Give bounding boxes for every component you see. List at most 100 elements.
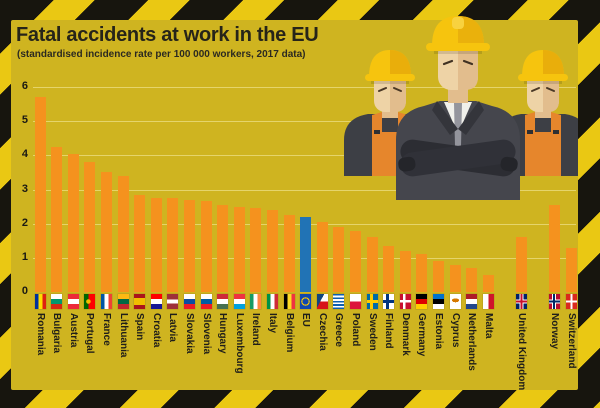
bar-hungary: [217, 204, 229, 292]
bar-portugal: [84, 162, 96, 292]
country-label: Czechia: [316, 313, 328, 351]
bar-lithuania: [117, 175, 129, 292]
flag-germany: [416, 294, 428, 309]
country-label: Portugal: [84, 313, 96, 354]
y-axis-tick: 4: [21, 148, 28, 161]
country-label: Norway: [549, 313, 561, 350]
country-label: EU: [300, 313, 312, 327]
flag-hungary: [217, 294, 229, 309]
bar-slovakia: [183, 199, 195, 292]
bar-romania: [34, 97, 46, 292]
bar-greece: [333, 227, 345, 292]
country-label: Poland: [349, 313, 361, 347]
flag-poland: [349, 294, 361, 309]
flag-netherlands: [466, 294, 478, 309]
country-label: Ireland: [250, 313, 262, 346]
country-label: Spain: [134, 313, 146, 341]
country-label: Sweden: [366, 313, 378, 351]
flag-czechia: [316, 294, 328, 309]
country-label: Denmark: [399, 313, 411, 356]
bar-germany: [416, 254, 428, 292]
country-label: Austria: [67, 313, 79, 348]
gridline-5: [33, 121, 576, 123]
bar-czechia: [316, 222, 328, 292]
flag-bulgaria: [51, 294, 63, 309]
bar-france: [100, 172, 112, 292]
country-label: Belgium: [283, 313, 295, 353]
country-label: Hungary: [217, 313, 229, 354]
construction-workers-illustration: [344, 16, 578, 200]
country-label: Finland: [383, 313, 395, 349]
country-label: Netherlands: [466, 313, 478, 371]
bar-croatia: [150, 198, 162, 292]
flag-lithuania: [117, 294, 129, 309]
flag-greece: [333, 294, 345, 309]
country-label: Malta: [482, 313, 494, 339]
bar-ireland: [250, 208, 262, 292]
bar-austria: [67, 153, 79, 292]
flag-malta: [482, 294, 494, 309]
bar-denmark: [399, 251, 411, 292]
country-label: Croatia: [150, 313, 162, 348]
country-label: France: [100, 313, 112, 346]
bar-switzerland: [565, 247, 577, 292]
country-label: United Kingdom: [515, 313, 527, 391]
flag-belgium: [283, 294, 295, 309]
flag-latvia: [167, 294, 179, 309]
gridline-3: [33, 189, 576, 191]
country-label: Slovenia: [200, 313, 212, 355]
flag-spain: [134, 294, 146, 309]
flag-slovakia: [183, 294, 195, 309]
bar-poland: [349, 230, 361, 292]
country-label: Bulgaria: [51, 313, 63, 354]
bar-italy: [266, 210, 278, 292]
country-label: Lithuania: [117, 313, 129, 358]
flag-united-kingdom: [515, 294, 527, 309]
gridline-4: [33, 155, 576, 157]
bar-eu: [300, 216, 312, 292]
bar-bulgaria: [51, 146, 63, 292]
flag-denmark: [399, 294, 411, 309]
country-label: Greece: [333, 313, 345, 347]
country-label: Italy: [266, 313, 278, 334]
flag-norway: [549, 294, 561, 309]
page-title: Fatal accidents at work in the EU: [16, 24, 319, 46]
bar-finland: [383, 245, 395, 292]
y-axis-tick: 1: [21, 250, 28, 263]
bar-belgium: [283, 215, 295, 292]
bar-luxembourg: [233, 206, 245, 292]
y-axis-tick: 6: [21, 80, 28, 92]
flag-eu: [300, 294, 312, 309]
bar-spain: [134, 194, 146, 292]
bar-sweden: [366, 237, 378, 292]
bar-cyprus: [449, 264, 461, 292]
bar-norway: [549, 204, 561, 292]
bar-latvia: [167, 198, 179, 292]
flag-romania: [34, 294, 46, 309]
worker-center: [396, 16, 520, 200]
country-label: Estonia: [432, 313, 444, 350]
bar-estonia: [432, 261, 444, 292]
flag-slovenia: [200, 294, 212, 309]
country-label: Luxembourg: [233, 313, 245, 374]
bar-slovenia: [200, 201, 212, 292]
y-axis-tick: 2: [21, 216, 28, 229]
y-axis-tick: 3: [21, 182, 28, 195]
country-label: Romania: [34, 313, 46, 356]
country-label: Switzerland: [565, 313, 577, 369]
flag-portugal: [84, 294, 96, 309]
flag-italy: [266, 294, 278, 309]
flag-ireland: [250, 294, 262, 309]
y-axis-tick: 5: [21, 114, 28, 127]
gridline-6: [33, 87, 576, 88]
flag-austria: [67, 294, 79, 309]
country-label: Germany: [416, 313, 428, 357]
bar-malta: [482, 274, 494, 292]
flag-croatia: [150, 294, 162, 309]
flag-finland: [383, 294, 395, 309]
bar-united-kingdom: [515, 237, 527, 292]
flag-cyprus: [449, 294, 461, 309]
country-label: Slovakia: [183, 313, 195, 354]
bar-netherlands: [466, 268, 478, 292]
